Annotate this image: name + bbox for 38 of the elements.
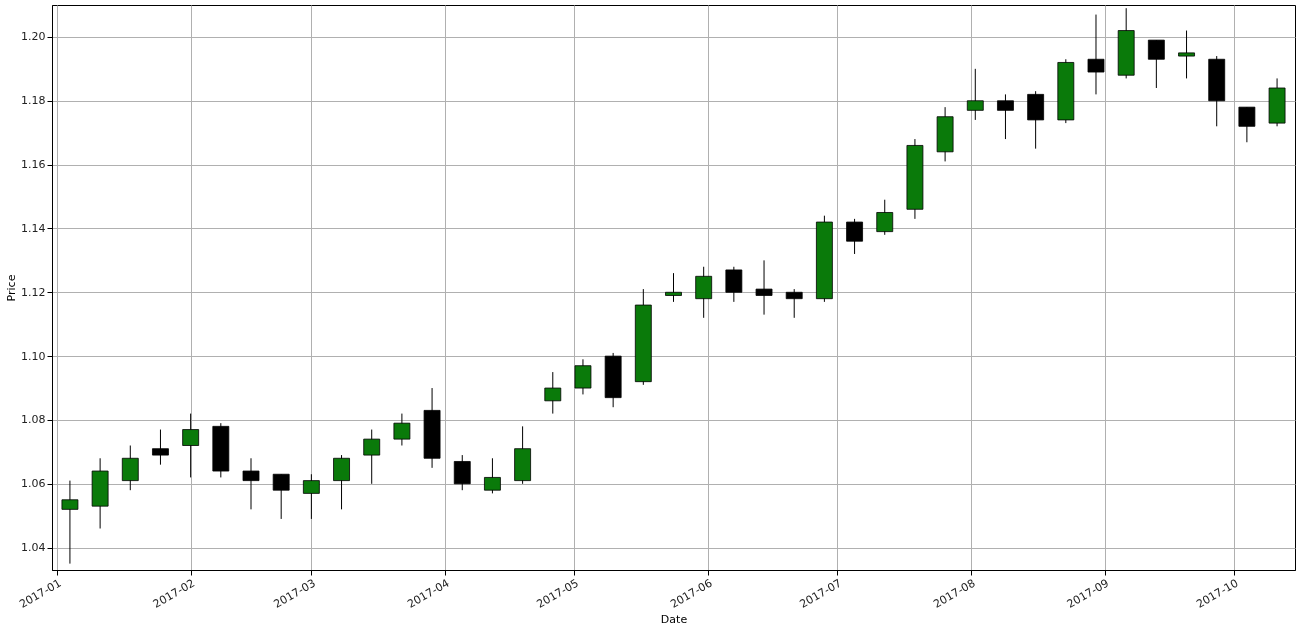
candlestick (966, 68, 984, 121)
candlestick (876, 199, 894, 236)
y-tick-label: 1.12 (21, 285, 46, 299)
y-tick-label: 1.10 (21, 349, 46, 363)
candlestick (363, 429, 381, 485)
candlestick (272, 473, 290, 520)
candlestick (182, 413, 200, 478)
candlestick (453, 454, 471, 491)
candlestick (121, 445, 139, 491)
candlestick (846, 218, 863, 255)
y-tick-label: 1.16 (21, 158, 46, 172)
candlestick (152, 429, 169, 466)
y-axis-title: Price (5, 274, 19, 302)
candlestick (393, 413, 411, 447)
candlestick (997, 93, 1014, 140)
candlestick (1238, 106, 1256, 143)
candlestick (725, 266, 743, 303)
y-tick-label: 1.04 (21, 541, 46, 555)
candlestick (785, 288, 803, 319)
candlestick (755, 259, 773, 316)
y-tick-label: 1.08 (21, 413, 46, 427)
candlestick (1178, 30, 1195, 79)
y-tick-label: 1.20 (21, 30, 46, 44)
candlestick (1147, 39, 1165, 89)
candlestick (574, 358, 592, 395)
candlestick (1087, 14, 1105, 95)
candlestick (302, 473, 320, 520)
candlestick (665, 272, 682, 303)
y-tick-label: 1.14 (21, 221, 46, 235)
candlestick (242, 457, 260, 510)
y-tick-label: 1.18 (21, 94, 46, 108)
candlestick (484, 457, 501, 494)
candlestick (544, 371, 562, 415)
x-axis-title: Date (660, 613, 688, 627)
y-tick-label: 1.06 (21, 477, 46, 491)
candlestick (333, 454, 350, 510)
candlestick (695, 266, 713, 319)
candlestick (61, 480, 79, 565)
